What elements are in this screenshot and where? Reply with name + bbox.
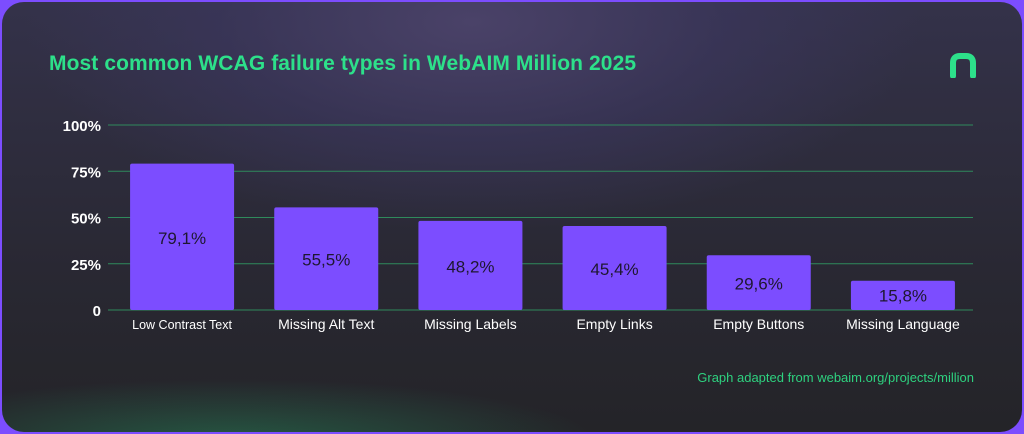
y-tick-label: 0 bbox=[93, 303, 101, 320]
x-category-label: Empty Buttons bbox=[713, 316, 804, 332]
bar bbox=[850, 280, 955, 310]
x-category-label: Low Contrast Text bbox=[132, 318, 232, 332]
bar-value-label: 48,2% bbox=[446, 257, 494, 276]
chart-title: Most common WCAG failure types in WebAIM… bbox=[49, 52, 637, 75]
bar-value-label: 79,1% bbox=[158, 229, 206, 248]
bar bbox=[706, 255, 811, 310]
bar-value-label: 15,8% bbox=[879, 286, 927, 305]
source-note: Graph adapted from webaim.org/projects/m… bbox=[697, 370, 974, 385]
bar bbox=[130, 163, 235, 310]
x-category-label: Missing Alt Text bbox=[278, 316, 374, 332]
y-tick-label: 100% bbox=[63, 118, 101, 135]
bar-value-label: 45,4% bbox=[590, 260, 638, 279]
bar bbox=[562, 226, 667, 310]
brand-logo-icon bbox=[950, 53, 976, 78]
y-tick-label: 75% bbox=[71, 164, 101, 181]
bar bbox=[418, 220, 523, 310]
x-category-label: Empty Links bbox=[576, 316, 652, 332]
y-tick-label: 50% bbox=[71, 211, 101, 228]
x-category-label: Missing Language bbox=[846, 316, 960, 332]
x-category-label: Missing Labels bbox=[424, 316, 517, 332]
y-tick-label: 25% bbox=[71, 257, 101, 274]
bar-value-label: 55,5% bbox=[302, 251, 350, 270]
bar-value-label: 29,6% bbox=[735, 275, 783, 294]
bar bbox=[274, 207, 379, 310]
